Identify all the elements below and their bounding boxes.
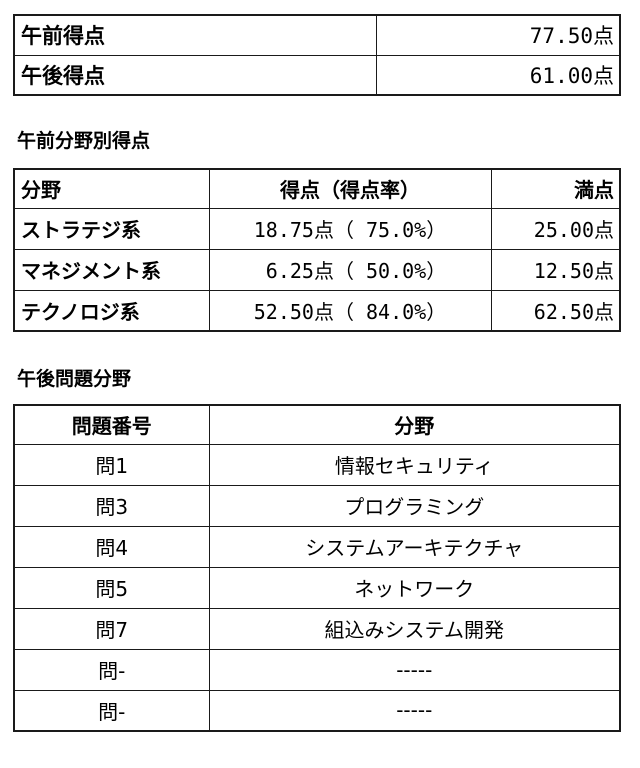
field-cell: ネットワーク (208, 566, 621, 609)
morning-score-label: 午前得点 (13, 14, 377, 56)
summary-score-table: 午前得点 77.50点 午後得点 61.00点 (13, 14, 621, 96)
question-number-cell: 問4 (13, 525, 210, 568)
afternoon-fields-table: 問題番号 分野 問1 情報セキュリティ 問3 プログラミング 問4 システムアー… (13, 404, 621, 732)
question-number-cell: 問1 (13, 443, 210, 486)
table-header-row: 問題番号 分野 (13, 404, 621, 445)
table-row: 問1 情報セキュリティ (13, 443, 621, 486)
field-cell: システムアーキテクチャ (208, 525, 621, 568)
max-column-header: 満点 (490, 168, 621, 209)
score-cell: 18.75点（ 75.0%） (208, 207, 492, 250)
table-row: 問3 プログラミング (13, 484, 621, 527)
max-cell: 25.00点 (490, 207, 621, 250)
afternoon-fields-title: 午後問題分野 (17, 368, 132, 390)
morning-breakdown-table: 分野 得点（得点率） 満点 ストラテジ系 18.75点（ 75.0%） 25.0… (13, 168, 621, 332)
table-row: 問- ----- (13, 689, 621, 732)
score-column-header: 得点（得点率） (208, 168, 492, 209)
afternoon-score-value: 61.00点 (375, 54, 621, 96)
field-cell: ----- (208, 648, 621, 691)
table-row: ストラテジ系 18.75点（ 75.0%） 25.00点 (13, 207, 621, 250)
table-row: 問7 組込みシステム開発 (13, 607, 621, 650)
field-cell: プログラミング (208, 484, 621, 527)
score-cell: 52.50点（ 84.0%） (208, 289, 492, 332)
category-cell: ストラテジ系 (13, 207, 210, 250)
morning-breakdown-title: 午前分野別得点 (17, 130, 151, 152)
morning-score-value: 77.50点 (375, 14, 621, 56)
table-row: 午前得点 77.50点 (13, 14, 621, 56)
table-row: 問- ----- (13, 648, 621, 691)
table-row: 問5 ネットワーク (13, 566, 621, 609)
field-cell: ----- (208, 689, 621, 732)
score-cell: 6.25点（ 50.0%） (208, 248, 492, 291)
question-number-cell: 問7 (13, 607, 210, 650)
category-cell: テクノロジ系 (13, 289, 210, 332)
table-row: テクノロジ系 52.50点（ 84.0%） 62.50点 (13, 289, 621, 332)
max-cell: 12.50点 (490, 248, 621, 291)
question-number-cell: 問- (13, 689, 210, 732)
category-cell: マネジメント系 (13, 248, 210, 291)
question-number-column-header: 問題番号 (13, 404, 210, 445)
max-cell: 62.50点 (490, 289, 621, 332)
field-cell: 組込みシステム開発 (208, 607, 621, 650)
table-row: 午後得点 61.00点 (13, 54, 621, 96)
field-column-header: 分野 (208, 404, 621, 445)
table-row: マネジメント系 6.25点（ 50.0%） 12.50点 (13, 248, 621, 291)
field-cell: 情報セキュリティ (208, 443, 621, 486)
table-row: 問4 システムアーキテクチャ (13, 525, 621, 568)
afternoon-score-label: 午後得点 (13, 54, 377, 96)
question-number-cell: 問- (13, 648, 210, 691)
question-number-cell: 問3 (13, 484, 210, 527)
question-number-cell: 問5 (13, 566, 210, 609)
table-header-row: 分野 得点（得点率） 満点 (13, 168, 621, 209)
category-column-header: 分野 (13, 168, 210, 209)
